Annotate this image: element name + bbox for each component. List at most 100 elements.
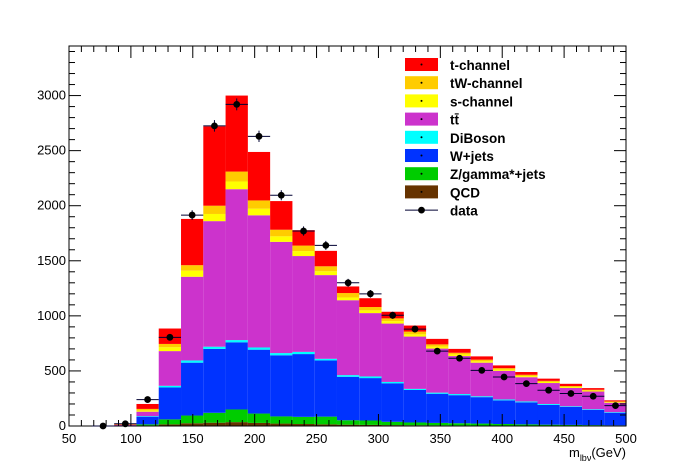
data-point bbox=[114, 420, 137, 428]
data-point-marker bbox=[255, 132, 263, 140]
bar-segment bbox=[359, 313, 382, 377]
x-tick-label: 400 bbox=[491, 431, 513, 446]
bar-segment bbox=[492, 370, 516, 400]
data-point-marker bbox=[589, 392, 597, 400]
bar-segment bbox=[247, 151, 271, 201]
bar-segment bbox=[426, 338, 449, 345]
bar-segment bbox=[515, 372, 538, 375]
bar-segment bbox=[158, 419, 182, 425]
data-point bbox=[470, 366, 493, 374]
bar-segment bbox=[270, 229, 293, 237]
bar-segment bbox=[158, 351, 182, 386]
data-point-marker bbox=[188, 211, 196, 219]
data-point-marker bbox=[144, 396, 151, 403]
bar-segment bbox=[203, 346, 226, 349]
data-point-marker bbox=[300, 227, 307, 235]
data-point bbox=[292, 226, 315, 236]
bar-segment bbox=[537, 378, 560, 381]
bar-segment bbox=[292, 245, 315, 252]
bar-segment bbox=[604, 401, 627, 403]
plot-border bbox=[68, 45, 627, 427]
legend-label: W+jets bbox=[450, 149, 494, 164]
bar-segment bbox=[604, 412, 627, 413]
bar-segment bbox=[270, 423, 293, 426]
x-tick-label: 350 bbox=[429, 431, 451, 446]
bar-segment bbox=[359, 424, 382, 426]
bar-segment bbox=[448, 423, 471, 426]
bar-segment bbox=[292, 351, 315, 355]
legend-entry: data bbox=[405, 204, 478, 219]
bar-segment bbox=[537, 424, 560, 426]
data-point bbox=[359, 290, 382, 298]
bar-segment bbox=[336, 300, 360, 376]
x-tick-label: 200 bbox=[244, 431, 266, 446]
bar-segment bbox=[359, 310, 382, 314]
bar-segment bbox=[492, 400, 516, 425]
bar-segment bbox=[314, 358, 337, 361]
legend: t-channel tW-channel s-channel tt̄ DiBoson W+… bbox=[405, 58, 546, 219]
legend-swatch-dot bbox=[420, 99, 423, 102]
data-point-marker bbox=[389, 311, 397, 319]
data-point bbox=[537, 386, 560, 394]
data-point bbox=[336, 278, 360, 287]
bar-segment bbox=[181, 270, 204, 277]
bar-segment bbox=[470, 423, 493, 426]
bar-segment bbox=[582, 425, 605, 426]
bar-segment bbox=[403, 422, 427, 426]
legend-entry: DiBoson bbox=[405, 130, 506, 146]
bar-segment bbox=[604, 412, 627, 426]
bar-segment bbox=[292, 251, 315, 257]
data-point-marker bbox=[99, 422, 107, 430]
bar-segment bbox=[314, 416, 337, 425]
bar-segment bbox=[225, 171, 248, 182]
bar-segment bbox=[559, 406, 583, 425]
bar-segment bbox=[136, 416, 159, 425]
bar-segment bbox=[448, 394, 471, 396]
bar-segment bbox=[158, 385, 182, 388]
data-point-marker bbox=[478, 366, 486, 374]
legend-swatch-dot bbox=[420, 118, 423, 121]
data-point bbox=[91, 422, 115, 430]
legend-data-marker bbox=[418, 206, 425, 214]
legend-swatch-dot bbox=[420, 63, 423, 66]
bar-segment bbox=[247, 208, 271, 216]
bar-segment bbox=[136, 416, 159, 417]
bar-segment bbox=[582, 388, 605, 390]
legend-swatch-dot bbox=[420, 172, 423, 175]
bar-segment bbox=[292, 354, 315, 417]
bar-segment bbox=[515, 376, 538, 378]
data-point bbox=[515, 380, 538, 387]
y-tick-label: 500 bbox=[44, 363, 66, 378]
bar-segment bbox=[225, 342, 248, 410]
bar-segment bbox=[203, 221, 226, 347]
legend-label: Z/gamma*+jets bbox=[450, 167, 546, 182]
bar-segment bbox=[225, 95, 248, 172]
bar-segment bbox=[136, 411, 159, 417]
bar-segment bbox=[426, 392, 449, 394]
bar-segment bbox=[470, 362, 493, 397]
bar-segment bbox=[314, 275, 337, 359]
legend-swatch-dot bbox=[420, 81, 423, 84]
bar-segment bbox=[270, 355, 293, 417]
bar-segment bbox=[381, 383, 404, 422]
bar-segment bbox=[559, 406, 583, 407]
bar-segment bbox=[582, 409, 605, 426]
legend-entry: t-channel bbox=[405, 58, 510, 73]
legend-entry: s-channel bbox=[405, 94, 513, 109]
bar-segment bbox=[403, 336, 427, 389]
bar-segment bbox=[559, 383, 583, 387]
y-tick-label: 2000 bbox=[37, 198, 66, 213]
bar-segment bbox=[426, 393, 449, 423]
data-point bbox=[203, 120, 226, 132]
x-axis-title-unit: (GeV) bbox=[591, 445, 626, 460]
bar-segment bbox=[336, 293, 360, 298]
data-point-marker bbox=[545, 386, 553, 394]
bar-segment bbox=[403, 334, 427, 337]
bar-segment bbox=[247, 215, 271, 348]
legend-label: tt̄ bbox=[450, 113, 460, 128]
data-point bbox=[381, 311, 404, 319]
data-point bbox=[604, 402, 627, 410]
bar-segment bbox=[336, 375, 360, 377]
bar-segment bbox=[470, 356, 493, 360]
